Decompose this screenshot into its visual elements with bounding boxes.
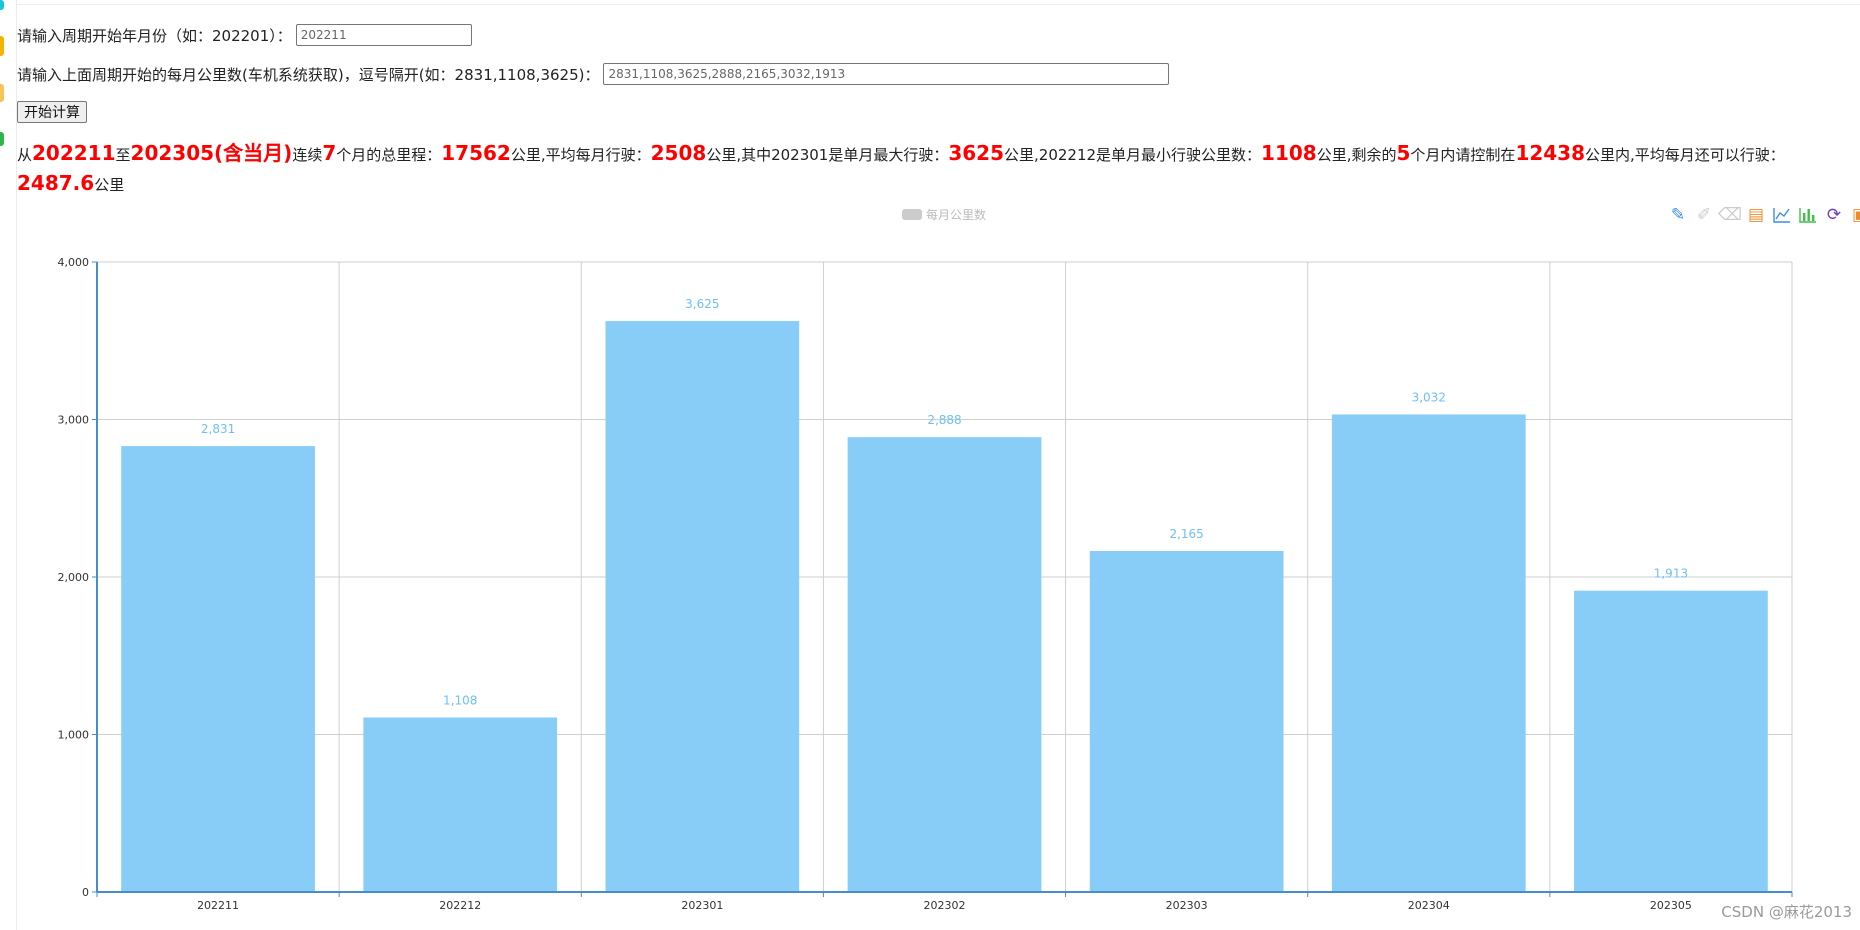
strip-marker-yellow xyxy=(0,36,4,56)
bar-chart-icon[interactable] xyxy=(1798,205,1818,225)
y-tick-label: 4,000 xyxy=(58,256,90,269)
bar-value-label: 2,888 xyxy=(927,413,961,427)
result-text: 公里,其中202301是单月最大行驶： xyxy=(706,146,949,164)
legend-swatch xyxy=(902,209,922,220)
start-calc-button[interactable]: 开始计算 xyxy=(17,101,87,123)
result-total-km: 17562 xyxy=(441,141,511,165)
result-min-km: 1108 xyxy=(1261,141,1317,165)
save-image-icon[interactable]: ▣ xyxy=(1850,205,1860,225)
bar-value-label: 1,108 xyxy=(443,693,477,707)
result-avg-km: 2508 xyxy=(650,141,707,165)
bar-value-label: 2,165 xyxy=(1169,527,1203,541)
data-view-icon[interactable]: ▤ xyxy=(1747,204,1765,225)
result-avg-remaining-km: 2487.6 xyxy=(17,171,95,195)
line-chart-icon[interactable] xyxy=(1772,205,1792,225)
left-app-strip xyxy=(0,0,17,930)
y-tick-label: 1,000 xyxy=(58,729,90,742)
x-tick-label: 202301 xyxy=(681,899,723,912)
strip-marker-cyan xyxy=(0,0,4,10)
result-remaining-months: 5 xyxy=(1396,141,1411,165)
result-text: 至 xyxy=(115,146,131,164)
result-max-km: 3625 xyxy=(948,141,1005,165)
top-divider xyxy=(16,4,1860,5)
watermark: CSDN @麻花2013 xyxy=(1721,903,1852,921)
clear-icon[interactable]: ⌫ xyxy=(1717,204,1743,225)
bar xyxy=(847,437,1042,892)
result-text: 公里,剩余的 xyxy=(1316,146,1397,164)
chart-legend[interactable]: 每月公里数 xyxy=(902,206,986,223)
bar xyxy=(363,717,558,892)
result-remaining-km: 12438 xyxy=(1515,141,1586,165)
chart-toolbox: ✎ ✐ ⌫ ▤ ⟳ ▣ xyxy=(1668,205,1860,225)
result-summary: 从202211至202305(含当月)连续7个月的总里程：17562公里,平均每… xyxy=(17,139,1860,199)
monthly-km-label: 请输入上面周期开始的每月公里数(车机系统获取)，逗号隔开(如：2831,1108… xyxy=(17,65,600,84)
result-text: 连续 xyxy=(292,146,323,164)
legend-label: 每月公里数 xyxy=(926,208,987,222)
strip-marker-orange xyxy=(0,84,4,102)
x-tick-label: 202305 xyxy=(1650,899,1692,912)
result-text: 从 xyxy=(17,146,33,164)
start-month-label: 请输入周期开始年月份（如：202201）： xyxy=(17,26,292,45)
result-text: 个月的总里程： xyxy=(336,146,442,164)
monthly-km-input[interactable] xyxy=(603,63,1170,85)
result-text: 公里内,平均每月还可以行驶： xyxy=(1585,146,1785,164)
result-text: 个月内请控制在 xyxy=(1410,146,1516,164)
x-tick-label: 202211 xyxy=(197,899,239,912)
pencil-icon[interactable]: ✎ xyxy=(1670,204,1686,225)
x-tick-label: 202303 xyxy=(1166,899,1208,912)
y-tick-label: 0 xyxy=(82,886,89,899)
bar-value-label: 3,625 xyxy=(685,297,719,311)
start-month-row: 请输入周期开始年月份（如：202201）： xyxy=(17,24,472,46)
monthly-km-row: 请输入上面周期开始的每月公里数(车机系统获取)，逗号隔开(如：2831,1108… xyxy=(17,63,1170,85)
bar xyxy=(1089,551,1284,892)
bar xyxy=(1574,590,1768,892)
bar-value-label: 2,831 xyxy=(201,422,235,436)
eraser-icon[interactable]: ✐ xyxy=(1696,204,1712,225)
result-text: 公里,平均每月行驶： xyxy=(510,146,651,164)
y-tick-label: 3,000 xyxy=(58,414,90,427)
result-text: 公里 xyxy=(94,176,125,194)
bar-value-label: 3,032 xyxy=(1412,390,1446,404)
restore-icon[interactable]: ⟳ xyxy=(1826,204,1842,225)
bar xyxy=(121,446,315,892)
result-month-count: 7 xyxy=(322,141,337,165)
bar-value-label: 1,913 xyxy=(1654,567,1688,581)
bar xyxy=(1331,414,1526,892)
y-tick-label: 2,000 xyxy=(58,571,90,584)
result-end-month: 202305(含当月) xyxy=(130,141,293,165)
strip-marker-green xyxy=(0,132,4,146)
result-start-month: 202211 xyxy=(32,141,116,165)
x-tick-label: 202302 xyxy=(924,899,966,912)
result-text: 公里,202212是单月最小行驶公里数： xyxy=(1004,146,1262,164)
x-tick-label: 202212 xyxy=(439,899,481,912)
start-month-input[interactable] xyxy=(295,24,472,46)
x-tick-label: 202304 xyxy=(1408,899,1450,912)
bar xyxy=(605,321,800,892)
